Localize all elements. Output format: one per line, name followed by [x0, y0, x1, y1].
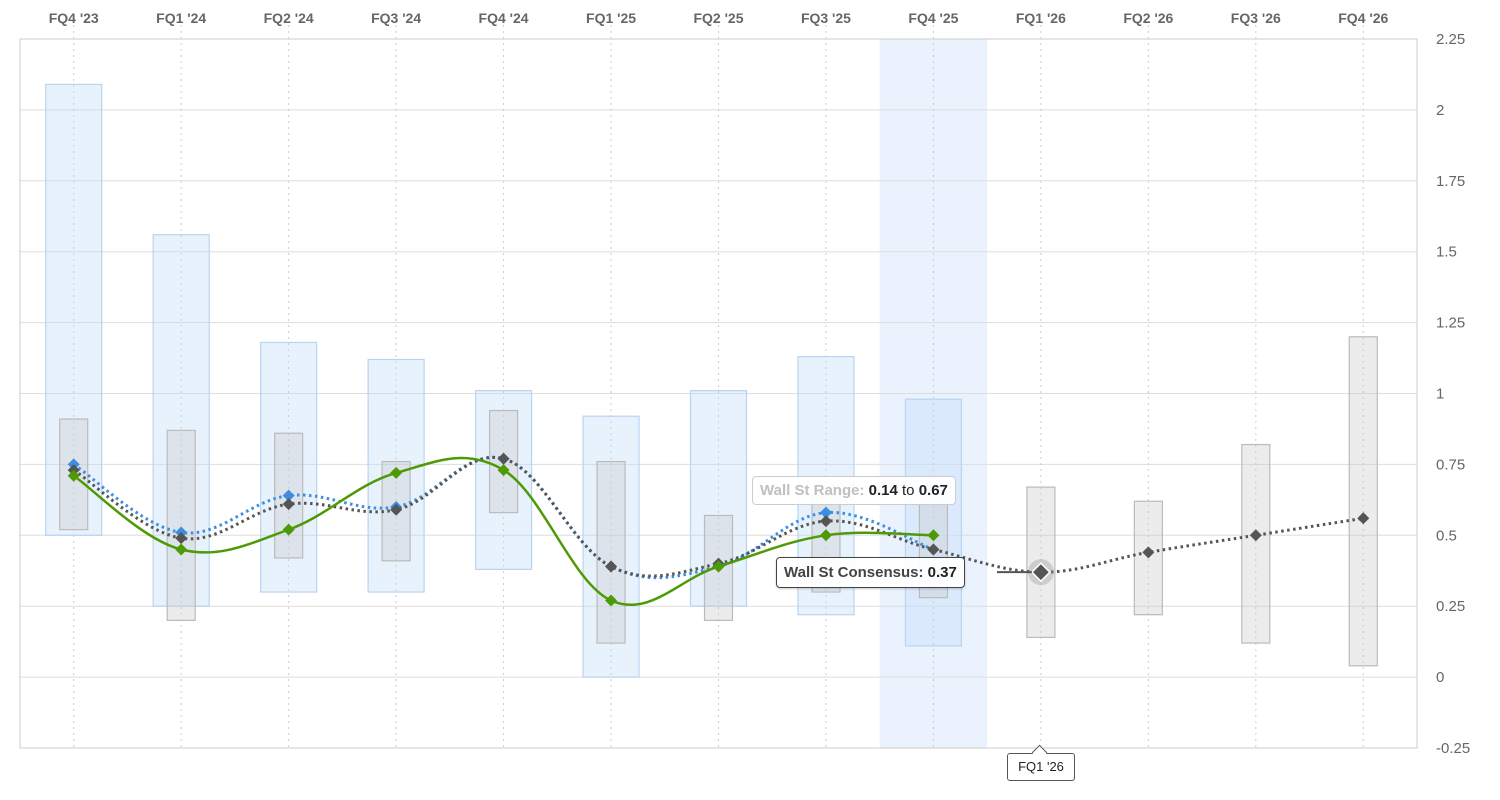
x-axis-hover-label: FQ1 '26 [1007, 744, 1075, 781]
estimate-range-box[interactable] [474, 390, 533, 570]
x-tick-label: FQ2 '24 [264, 10, 314, 26]
diamond-marker-icon[interactable] [605, 594, 618, 607]
series-actual [67, 456, 940, 607]
range-boxes [45, 83, 1378, 678]
diamond-marker-icon[interactable] [282, 523, 295, 536]
x-axis: FQ4 '23 FQ1 '24 FQ2 '24 FQ3 '24 FQ4 '24 FQ1 '… [49, 10, 1389, 26]
x-tick-label: FQ4 '25 [908, 10, 958, 26]
y-tick-label: 0 [1436, 669, 1444, 686]
plot-border [19, 38, 1418, 749]
y-tick-label: 1.5 [1436, 244, 1457, 261]
diamond-marker-icon[interactable] [927, 529, 940, 542]
x-tick-label: FQ3 '24 [371, 10, 421, 26]
diamond-marker-icon[interactable] [67, 469, 80, 482]
diamond-marker-icon[interactable] [819, 506, 832, 519]
wall-st-range-box[interactable] [166, 429, 196, 621]
diamond-marker-icon[interactable] [175, 532, 188, 545]
diamond-marker-icon[interactable] [712, 560, 725, 573]
y-tick-label: 0.75 [1436, 456, 1465, 473]
diamond-marker-icon[interactable] [1142, 546, 1155, 559]
estimate-range-box[interactable] [904, 398, 963, 647]
x-tick-label: FQ3 '26 [1231, 10, 1281, 26]
diamond-marker-icon[interactable] [390, 466, 403, 479]
estimate-range-box[interactable] [582, 415, 640, 678]
y-tick-label: 1.75 [1436, 173, 1465, 190]
x-tick-label: FQ4 '24 [479, 10, 529, 26]
y-tick-label: 1.25 [1436, 315, 1465, 332]
estimate-range-box[interactable] [260, 341, 318, 593]
wall-st-range-box[interactable] [1241, 443, 1271, 644]
series-line [72, 455, 934, 580]
consensus-value: 0.37 [927, 564, 957, 581]
y-tick-label: 1 [1436, 386, 1444, 403]
wall-st-range-tooltip: Wall St Range: 0.14 to 0.67 [752, 476, 956, 505]
wall-st-range-box[interactable] [1348, 336, 1378, 667]
diamond-marker-icon[interactable] [497, 464, 510, 477]
diamond-marker-icon[interactable] [605, 560, 618, 573]
y-tick-label: 2 [1436, 102, 1444, 119]
x-tick-label: FQ2 '25 [693, 10, 743, 26]
y-tick-label: 2.25 [1436, 31, 1465, 48]
range-to: to [902, 482, 915, 499]
x-tick-label: FQ3 '25 [801, 10, 851, 26]
diamond-marker-icon[interactable] [497, 452, 510, 465]
diamond-marker-icon[interactable] [819, 515, 832, 528]
y-tick-label: 0.25 [1436, 598, 1465, 615]
diamond-marker-icon[interactable] [1357, 512, 1370, 525]
x-tick-label: FQ4 '26 [1338, 10, 1388, 26]
x-tick-label: FQ4 '23 [49, 10, 99, 26]
range-label: Wall St Range: [760, 482, 865, 499]
diamond-marker-icon[interactable] [1249, 529, 1262, 542]
x-tick-label: FQ1 '25 [586, 10, 636, 26]
diamond-marker-icon[interactable] [175, 543, 188, 556]
diamond-marker-icon[interactable] [282, 489, 295, 502]
estimate-range-box[interactable] [367, 358, 425, 593]
x-tick-label: FQ1 '26 [1016, 10, 1066, 26]
y-tick-label: 0.5 [1436, 527, 1457, 544]
y-axis: 2.25 2 1.75 1.5 1.25 1 0.75 0.5 0.25 0 -0.25 [1436, 31, 1470, 757]
diamond-marker-icon[interactable] [390, 503, 403, 516]
wall-st-range-box[interactable] [596, 460, 626, 644]
range-high: 0.67 [918, 482, 948, 499]
gridlines [20, 25, 1417, 749]
consensus-label: Wall St Consensus: [784, 564, 924, 581]
diamond-marker-icon[interactable] [927, 543, 940, 556]
wall-st-consensus-tooltip: Wall St Consensus: 0.37 [776, 557, 965, 588]
diamond-marker-icon[interactable] [282, 498, 295, 511]
diamond-marker-icon[interactable] [819, 529, 832, 542]
hovered-diamond-icon[interactable] [1030, 562, 1051, 583]
range-low: 0.14 [868, 482, 898, 499]
x-tick-label: FQ1 '24 [156, 10, 206, 26]
x-tick-label: FQ2 '26 [1123, 10, 1173, 26]
y-tick-label: -0.25 [1436, 740, 1470, 757]
